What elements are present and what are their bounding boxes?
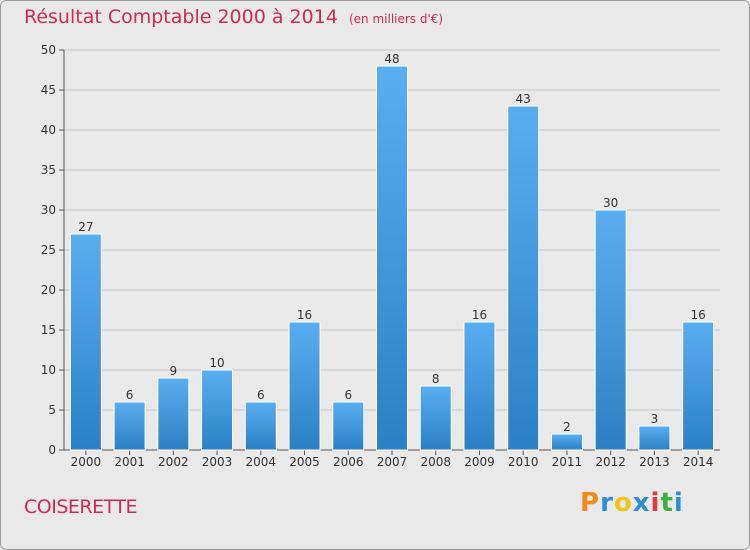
bar-2008 (419, 385, 452, 451)
bar-value-label: 16 (297, 308, 312, 322)
y-tick-label: 10 (41, 363, 56, 377)
x-tick-label: 2008 (420, 455, 451, 469)
commune-name: COISERETTE (24, 496, 137, 518)
x-tick-label: 2009 (464, 455, 495, 469)
logo-letter: o (613, 488, 633, 518)
bar-value-label: 9 (170, 364, 178, 378)
bar-2003 (201, 369, 234, 451)
chart-unit-label: (en milliers d'€) (348, 12, 444, 26)
logo-letter: i (673, 488, 684, 518)
bar-2006 (332, 401, 365, 451)
bar-2014 (682, 321, 715, 451)
x-tick-label: 2000 (71, 455, 102, 469)
x-tick-label: 2014 (683, 455, 714, 469)
bar-2011 (550, 433, 583, 451)
y-tick-label: 25 (41, 243, 56, 257)
logo-letter: P (580, 488, 601, 518)
bar-value-label: 16 (472, 308, 487, 322)
bar-value-label: 27 (78, 220, 93, 234)
bar-value-label: 10 (209, 356, 224, 370)
bar-value-label: 6 (344, 388, 352, 402)
x-tick-label: 2006 (333, 455, 364, 469)
bar-value-label: 30 (603, 196, 618, 210)
x-tick-label: 2012 (595, 455, 626, 469)
logo-letter: i (650, 488, 661, 518)
x-tick-label: 2003 (202, 455, 233, 469)
y-tick-label: 5 (48, 403, 56, 417)
logo-letter: x (632, 488, 651, 518)
bar-2012 (594, 209, 627, 451)
y-tick-label: 45 (41, 83, 56, 97)
bar-2000 (69, 233, 102, 451)
y-tick-label: 0 (48, 443, 56, 457)
logo-letter: r (600, 488, 614, 518)
logo-letter: t (660, 488, 674, 518)
bar-value-label: 43 (516, 92, 531, 106)
proxiti-logo: Proxiti (580, 488, 684, 518)
x-tick-label: 2004 (246, 455, 277, 469)
x-tick-label: 2001 (114, 455, 145, 469)
y-tick-label: 15 (41, 323, 56, 337)
bar-2007 (376, 65, 408, 451)
labels: 0 5 10 15 20 25 30 35 40 45 50 27 2000 6 2001 9 2002 10 20… (41, 43, 714, 469)
bar-value-label: 2 (563, 420, 571, 434)
y-tick-label: 30 (41, 203, 56, 217)
bar-2004 (244, 401, 277, 451)
x-tick-label: 2007 (377, 455, 408, 469)
chart-title: Résultat Comptable 2000 à 2014 (24, 6, 338, 28)
bar-value-label: 6 (257, 388, 265, 402)
bar-value-label: 3 (651, 412, 659, 426)
bar-2002 (157, 377, 190, 451)
bars (69, 65, 715, 451)
bar-2001 (113, 401, 146, 451)
x-tick-label: 2011 (552, 455, 583, 469)
x-tick-label: 2002 (158, 455, 189, 469)
bar-2009 (463, 321, 496, 451)
bar-2005 (288, 321, 321, 451)
x-tick-label: 2010 (508, 455, 539, 469)
bar-2010 (507, 105, 540, 451)
bar-value-label: 6 (126, 388, 134, 402)
bar-value-label: 8 (432, 372, 440, 386)
bar-value-label: 48 (384, 52, 399, 66)
chart-title-block: Résultat Comptable 2000 à 2014 (en milli… (24, 6, 443, 28)
bar-2013 (638, 425, 671, 451)
x-tick-label: 2013 (639, 455, 670, 469)
y-tick-label: 50 (41, 43, 56, 57)
y-tick-label: 35 (41, 163, 56, 177)
y-tick-label: 20 (41, 283, 56, 297)
y-tick-label: 40 (41, 123, 56, 137)
x-tick-label: 2005 (289, 455, 320, 469)
bar-value-label: 16 (690, 308, 705, 322)
